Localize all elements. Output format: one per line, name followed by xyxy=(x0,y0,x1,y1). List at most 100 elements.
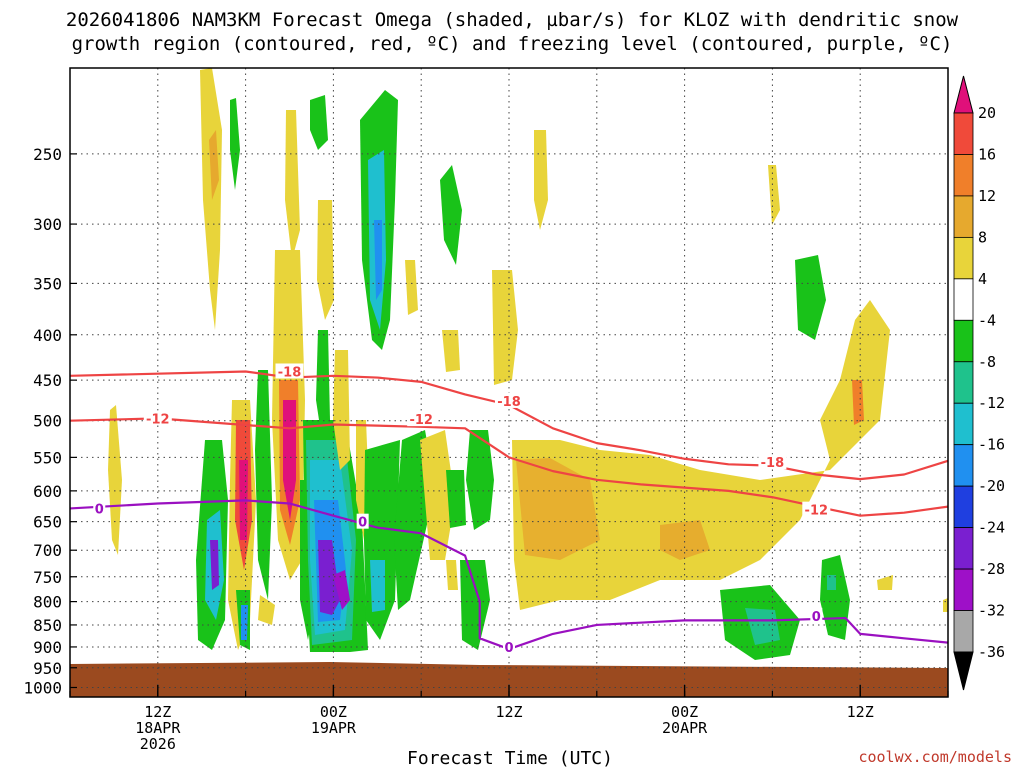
colorbar-swatch xyxy=(953,610,974,653)
contour-label-bg xyxy=(802,501,831,517)
colorbar-swatch xyxy=(953,236,974,280)
colorbar: 20 16 12 8 4 -4 -8 -12 -16 -20 -24 -28 -32 -36 xyxy=(953,75,1005,691)
omega-region xyxy=(745,608,780,645)
colorbar-label: -12 xyxy=(978,394,1005,412)
omega-region xyxy=(442,330,460,372)
colorbar-label: -32 xyxy=(978,602,1005,620)
y-tick-label: 250 xyxy=(33,145,62,164)
y-tick-label: 1000 xyxy=(23,678,62,697)
colorbar-label: -8 xyxy=(978,353,996,371)
omega-region xyxy=(210,540,219,590)
y-tick-label: 600 xyxy=(33,482,62,501)
y-tick-label: 550 xyxy=(33,448,62,467)
omega-region xyxy=(795,255,826,340)
contour-label-bg xyxy=(495,392,523,408)
omega-region xyxy=(374,220,382,300)
omega-region xyxy=(258,595,275,625)
colorbar-swatch xyxy=(953,402,974,446)
omega-region xyxy=(943,598,948,612)
contour-label-bg xyxy=(407,411,436,427)
omega-region xyxy=(492,270,518,385)
y-tick-label: 400 xyxy=(33,326,62,345)
omega-region xyxy=(310,95,328,150)
contours xyxy=(70,370,948,651)
omega-region xyxy=(200,68,222,330)
contour-label: -12 xyxy=(805,504,829,519)
omega-region xyxy=(316,330,330,440)
grid xyxy=(70,68,948,697)
omega-region xyxy=(768,165,780,225)
contour-label: -18 xyxy=(278,365,302,380)
colorbar-label: 8 xyxy=(978,228,987,246)
colorbar-swatch xyxy=(953,444,974,487)
colorbar-label: 16 xyxy=(978,145,996,163)
colorbar-swatch xyxy=(953,361,974,404)
y-tick-label: 850 xyxy=(33,616,62,635)
x-tick-label: 19APR xyxy=(311,719,357,737)
y-axis: 250 300 350 400 450 500 550 600 650 700 750 800 850 9… xyxy=(23,145,77,697)
colorbar-swatch xyxy=(953,154,974,197)
y-tick-label: 650 xyxy=(33,513,62,532)
x-tick-label: 18APR xyxy=(135,719,181,737)
contour-line xyxy=(70,499,948,651)
x-axis-title: Forecast Time (UTC) xyxy=(407,748,613,768)
contour-label: 0 xyxy=(504,641,513,656)
contour-label-bg xyxy=(758,454,787,470)
omega-region xyxy=(241,605,248,640)
colorbar-label: 20 xyxy=(978,104,996,122)
omega-region xyxy=(512,300,890,610)
omega-region xyxy=(285,110,300,260)
x-tick-label: 00Z xyxy=(320,703,347,721)
colorbar-label: 12 xyxy=(978,187,996,205)
x-tick-label: 12Z xyxy=(495,703,522,721)
omega-region xyxy=(827,575,836,590)
x-tick-label: 2026 xyxy=(140,735,176,753)
omega-region xyxy=(405,260,418,315)
x-tick-label: 12Z xyxy=(144,703,171,721)
omega-region xyxy=(534,130,548,230)
chart-title-line-2: growth region (contoured, red, ºC) and f… xyxy=(72,33,953,55)
colorbar-swatch xyxy=(953,527,974,570)
y-tick-label: 350 xyxy=(33,274,62,293)
omega-region xyxy=(370,560,385,612)
omega-region xyxy=(209,130,219,200)
omega-region xyxy=(446,470,466,528)
contour-labels: -18 -18 -18 -12 -12 -12 0 0 0 0 xyxy=(93,363,831,656)
colorbar-label: -24 xyxy=(978,519,1005,537)
omega-region xyxy=(446,560,458,590)
plot-frame xyxy=(69,67,949,698)
contour-label: -12 xyxy=(146,412,170,427)
contour-label-bg xyxy=(143,410,172,426)
colorbar-label: -36 xyxy=(978,643,1005,661)
contour-label-bg xyxy=(503,638,515,654)
colorbar-swatch xyxy=(953,112,974,155)
contour-label: 0 xyxy=(812,610,821,625)
colorbar-min-arrow xyxy=(953,651,974,691)
contour-label-bg xyxy=(356,513,369,529)
omega-region xyxy=(317,200,334,320)
omega-region xyxy=(318,540,340,615)
y-tick-label: 800 xyxy=(33,593,62,612)
colorbar-swatch xyxy=(953,319,974,363)
y-tick-label: 450 xyxy=(33,371,62,390)
credit-text: coolwx.com/models xyxy=(858,748,1012,766)
contour-label: 0 xyxy=(95,502,104,517)
x-tick-label: 20APR xyxy=(662,719,708,737)
omega-region xyxy=(466,430,494,530)
colorbar-label: -20 xyxy=(978,477,1005,495)
colorbar-max-arrow xyxy=(953,75,974,114)
omega-region xyxy=(440,165,462,265)
colorbar-label: -16 xyxy=(978,436,1005,454)
omega-region xyxy=(283,400,296,520)
omega-region xyxy=(420,430,455,560)
colorbar-label: 4 xyxy=(978,270,987,288)
y-tick-label: 750 xyxy=(33,568,62,587)
omega-region xyxy=(516,458,600,560)
colorbar-swatch xyxy=(953,568,974,611)
x-tick-label: 12Z xyxy=(847,703,874,721)
colorbar-swatch xyxy=(953,485,974,529)
contour-line xyxy=(70,370,948,481)
contour-label: -12 xyxy=(409,413,433,428)
